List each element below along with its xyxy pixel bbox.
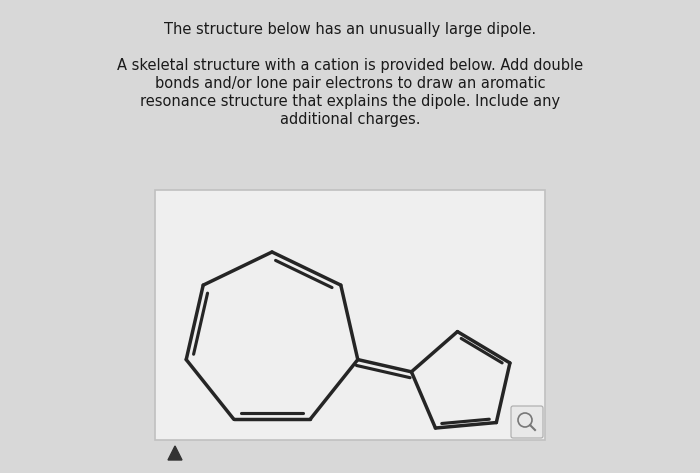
Text: additional charges.: additional charges. xyxy=(280,112,420,127)
Polygon shape xyxy=(168,446,182,460)
Text: resonance structure that explains the dipole. Include any: resonance structure that explains the di… xyxy=(140,94,560,109)
Text: The structure below has an unusually large dipole.: The structure below has an unusually lar… xyxy=(164,22,536,37)
Text: A skeletal structure with a cation is provided below. Add double: A skeletal structure with a cation is pr… xyxy=(117,58,583,73)
FancyBboxPatch shape xyxy=(511,406,543,438)
FancyBboxPatch shape xyxy=(155,190,545,440)
Text: bonds and/or lone pair electrons to draw an aromatic: bonds and/or lone pair electrons to draw… xyxy=(155,76,545,91)
